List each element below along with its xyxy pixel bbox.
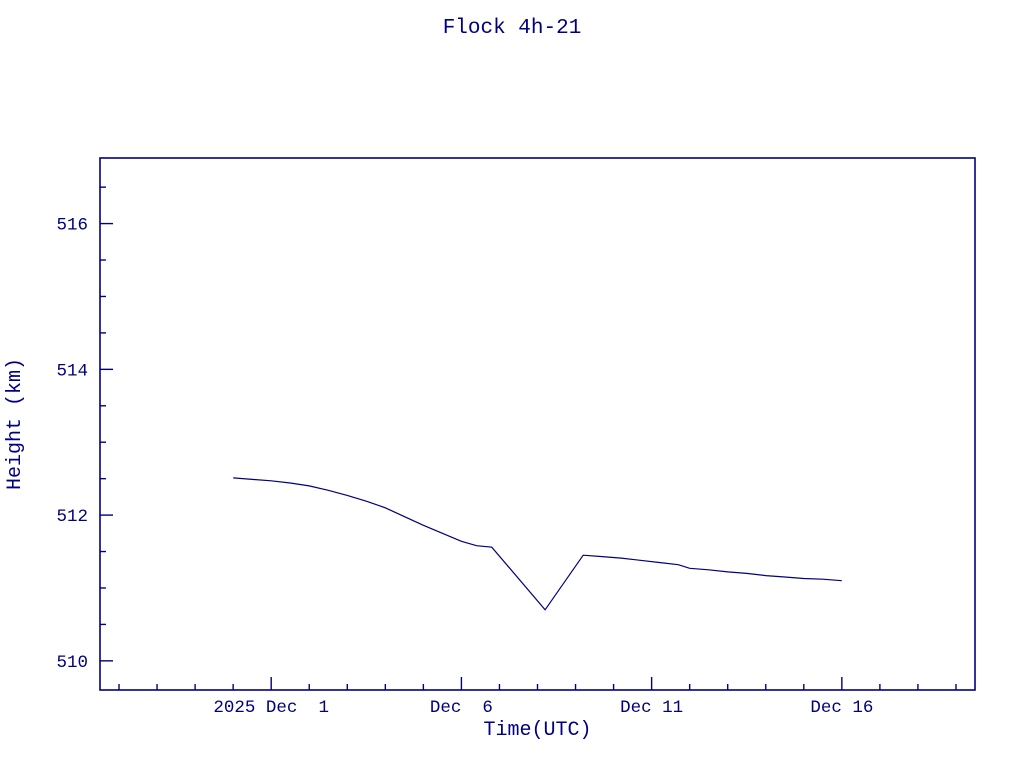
plot-border xyxy=(99,157,976,691)
chart-title: Flock 4h-21 xyxy=(442,17,582,40)
y-tick-label: 516 xyxy=(56,216,88,236)
x-tick-label: 2025 Dec 1 xyxy=(213,698,329,718)
x-tick-label: Dec 11 xyxy=(620,698,683,718)
x-tick-label: Dec 16 xyxy=(810,698,873,718)
x-axis-label: Time(UTC) xyxy=(483,719,592,742)
height-series-line xyxy=(233,477,842,611)
x-tick-label: Dec 6 xyxy=(430,698,493,718)
y-tick-label: 512 xyxy=(56,507,88,527)
y-tick-label: 514 xyxy=(56,361,88,381)
y-tick-label: 510 xyxy=(56,653,88,673)
